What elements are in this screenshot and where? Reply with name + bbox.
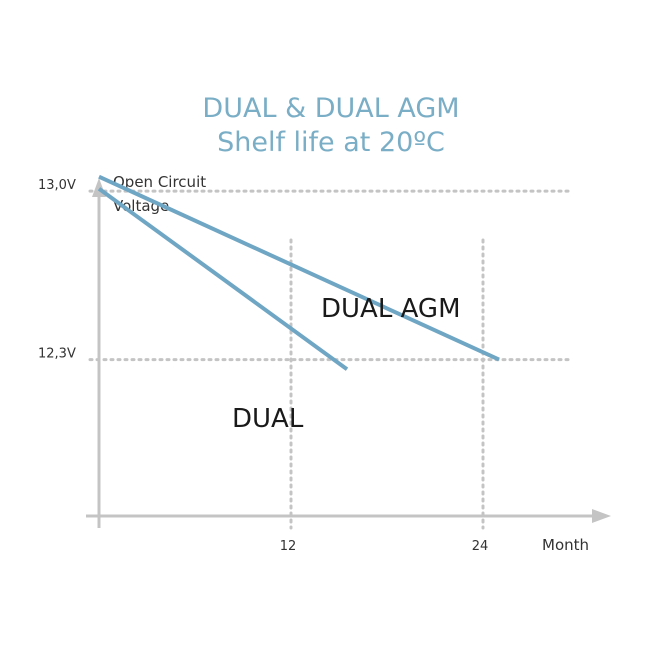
tick-labels: 12 24 13,0V 12,3V: [38, 178, 488, 554]
series-label-dual-agm: DUAL AGM: [321, 294, 461, 324]
chart-title-line-2: Shelf life at 20ºC: [217, 127, 445, 158]
x-tick-label-12: 12: [280, 539, 297, 554]
y-tick-label-0: 13,0V: [38, 178, 76, 193]
x-axis-label: Month: [542, 536, 589, 554]
y-axis-label-line-1: Open Circuit: [113, 173, 206, 191]
series-line-dual-agm: [98, 174, 500, 362]
series-label-dual: DUAL: [232, 404, 304, 434]
x-axis-arrow-icon: [592, 509, 611, 523]
axes: [86, 178, 611, 528]
series-line-dual: [97, 187, 349, 371]
y-tick-label-1: 12,3V: [38, 347, 76, 362]
chart-title-line-1: DUAL & DUAL AGM: [202, 93, 459, 124]
series-lines: [97, 174, 500, 371]
x-tick-label-24: 24: [472, 539, 489, 554]
